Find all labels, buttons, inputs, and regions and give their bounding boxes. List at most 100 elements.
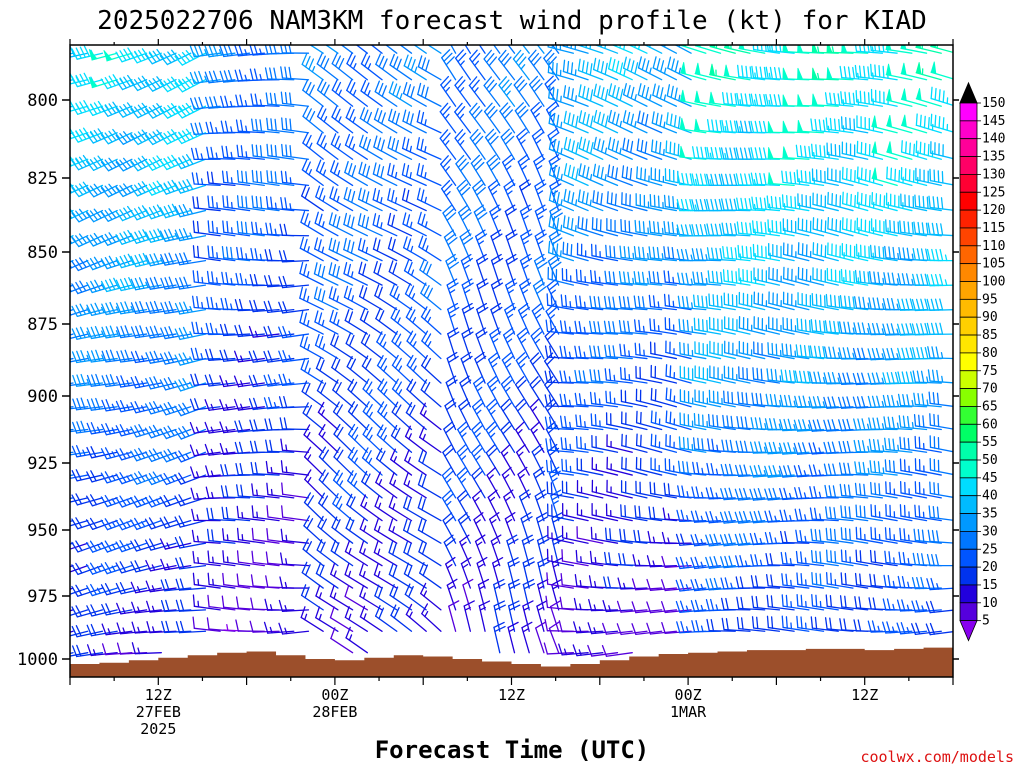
colorbar-swatch — [959, 316, 978, 336]
colorbar-swatch — [959, 245, 978, 265]
wind-barb — [70, 542, 74, 545]
wind-barb — [160, 252, 192, 266]
colorbar-top-arrow — [959, 81, 978, 104]
wind-barb — [264, 249, 295, 262]
wind-barb — [797, 242, 825, 262]
wind-barb — [278, 250, 310, 263]
wind-barb — [734, 487, 766, 501]
wind-barb — [485, 398, 501, 431]
wind-barb — [590, 243, 619, 262]
wind-barb — [911, 576, 942, 590]
wind-barb — [545, 459, 575, 476]
wind-barb — [929, 458, 953, 476]
wind-barb — [753, 291, 781, 311]
wind-barb — [88, 49, 118, 61]
wind-barb — [419, 402, 442, 431]
wind-barb — [192, 572, 221, 589]
wind-barb — [576, 480, 604, 499]
wind-barb — [174, 203, 207, 218]
wind-barb — [419, 426, 442, 453]
wind-barb — [854, 45, 884, 54]
wind-barb — [316, 105, 339, 134]
wind-barb — [130, 495, 162, 508]
wind-barb — [837, 396, 869, 409]
wind-barb — [374, 284, 398, 311]
wind-barb — [604, 527, 633, 544]
colorbar-bottom-arrow — [959, 620, 978, 642]
wind-barb — [631, 601, 663, 614]
colorbar-swatch — [959, 263, 978, 282]
wind-barb — [679, 341, 707, 360]
colorbar-label: 20 — [982, 560, 998, 575]
wind-barb — [439, 102, 457, 134]
wind-barb — [591, 435, 619, 453]
wind-barb — [811, 143, 839, 160]
wind-barb — [330, 160, 354, 187]
wind-barb — [315, 159, 339, 187]
wind-barb — [548, 86, 575, 107]
wind-barb — [648, 220, 678, 237]
wind-barb — [750, 575, 781, 589]
wind-barb — [914, 458, 942, 476]
wind-barb — [70, 52, 74, 55]
wind-barb — [616, 623, 648, 636]
wind-barb — [735, 440, 766, 453]
wind-barb — [532, 278, 547, 311]
wind-barb — [914, 481, 942, 499]
wind-barb — [885, 45, 913, 54]
wind-barb — [690, 533, 722, 547]
wind-barb — [249, 299, 280, 313]
wind-barb — [189, 45, 221, 58]
wind-barb — [764, 465, 795, 478]
wind-barb — [517, 302, 530, 335]
wind-barb — [457, 204, 472, 237]
wind-barb — [469, 49, 486, 81]
wind-barb — [265, 460, 295, 476]
wind-barb — [265, 439, 295, 453]
wind-barb — [576, 242, 604, 262]
wind-barb — [100, 128, 133, 145]
wind-barb — [735, 576, 766, 589]
wind-barb — [899, 220, 928, 237]
wind-barb — [608, 109, 633, 134]
wind-barb — [279, 223, 310, 237]
wind-barb — [882, 394, 913, 408]
wind-barb — [606, 434, 633, 453]
wind-barb — [145, 559, 177, 572]
colorbar-swatch — [959, 388, 978, 407]
wind-barb — [723, 390, 751, 408]
wind-barb — [559, 345, 589, 360]
wind-barb — [174, 276, 207, 290]
wind-barb — [515, 421, 530, 453]
wind-barb — [840, 572, 869, 589]
wind-barb — [130, 581, 162, 594]
wind-barb — [443, 534, 457, 567]
wind-barb — [221, 595, 251, 611]
wind-barb — [116, 602, 148, 615]
wind-barb — [666, 84, 692, 107]
colorbar-swatch — [959, 298, 978, 318]
y-axis: 800 825 850 875 900 925 950 975 1000 — [17, 91, 959, 670]
wind-barb — [251, 550, 280, 567]
wind-barb — [929, 413, 953, 430]
wind-barb — [484, 128, 501, 160]
wind-barb — [313, 262, 339, 286]
wind-barb — [870, 504, 898, 522]
wind-barb — [343, 237, 368, 262]
wind-barb — [373, 135, 398, 160]
wind-barb — [547, 525, 575, 544]
wind-barb — [706, 618, 736, 632]
wind-barb — [544, 394, 575, 408]
wind-barb — [619, 528, 648, 544]
wind-barb — [300, 357, 324, 384]
wind-barb — [548, 621, 560, 654]
wind-barb — [299, 334, 324, 360]
wind-barb — [101, 643, 133, 656]
wind-barb — [131, 601, 162, 614]
wind-barb — [70, 428, 89, 433]
wind-barb — [317, 401, 339, 431]
wind-barb — [855, 89, 884, 107]
wind-barb — [521, 534, 535, 567]
wind-barb — [871, 192, 898, 212]
wind-barb — [189, 421, 221, 434]
